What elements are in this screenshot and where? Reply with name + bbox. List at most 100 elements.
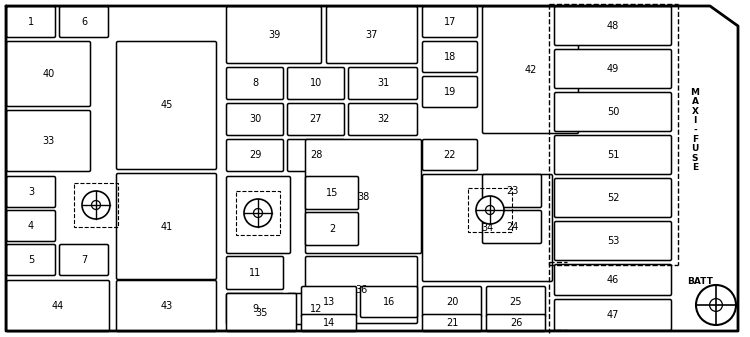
Text: 4: 4 <box>28 221 34 231</box>
Text: 54: 54 <box>252 210 265 220</box>
FancyBboxPatch shape <box>287 294 344 325</box>
Text: 36: 36 <box>356 285 368 295</box>
Text: 15: 15 <box>326 188 338 198</box>
Text: 3: 3 <box>28 187 34 197</box>
FancyBboxPatch shape <box>302 314 356 332</box>
FancyBboxPatch shape <box>287 140 344 172</box>
Circle shape <box>710 299 722 311</box>
Text: BATT: BATT <box>687 277 713 286</box>
Text: 40: 40 <box>42 69 55 79</box>
Text: 12: 12 <box>310 304 322 314</box>
Text: 7: 7 <box>81 255 87 265</box>
Text: 11: 11 <box>249 268 261 278</box>
FancyBboxPatch shape <box>226 177 290 253</box>
Text: 18: 18 <box>444 52 456 62</box>
FancyBboxPatch shape <box>116 280 217 332</box>
Text: 45: 45 <box>160 100 172 111</box>
Text: 20: 20 <box>446 297 458 307</box>
FancyBboxPatch shape <box>305 256 418 324</box>
Text: 26: 26 <box>510 318 522 328</box>
FancyBboxPatch shape <box>422 140 478 171</box>
Text: 31: 31 <box>376 79 389 89</box>
FancyBboxPatch shape <box>7 211 56 242</box>
FancyBboxPatch shape <box>7 41 91 106</box>
Circle shape <box>696 285 736 325</box>
Text: 22: 22 <box>444 150 456 160</box>
Circle shape <box>92 201 100 210</box>
FancyBboxPatch shape <box>554 179 671 217</box>
Text: 1: 1 <box>28 17 34 27</box>
Text: 41: 41 <box>160 221 172 232</box>
Circle shape <box>485 206 494 214</box>
FancyBboxPatch shape <box>554 135 671 175</box>
FancyBboxPatch shape <box>422 286 482 317</box>
FancyBboxPatch shape <box>554 265 671 296</box>
FancyBboxPatch shape <box>422 76 478 108</box>
FancyBboxPatch shape <box>349 67 418 99</box>
FancyBboxPatch shape <box>554 50 671 89</box>
FancyBboxPatch shape <box>226 103 284 135</box>
FancyBboxPatch shape <box>487 314 545 332</box>
Text: 46: 46 <box>607 275 619 285</box>
Text: 14: 14 <box>322 318 335 328</box>
FancyBboxPatch shape <box>326 6 418 63</box>
FancyBboxPatch shape <box>7 280 109 332</box>
FancyBboxPatch shape <box>305 177 358 210</box>
Text: 37: 37 <box>366 30 378 40</box>
FancyBboxPatch shape <box>287 103 344 135</box>
Text: 32: 32 <box>376 115 389 124</box>
FancyBboxPatch shape <box>554 221 671 261</box>
Text: 42: 42 <box>524 65 537 75</box>
Circle shape <box>476 196 504 224</box>
FancyBboxPatch shape <box>287 67 344 99</box>
FancyBboxPatch shape <box>7 111 91 172</box>
FancyBboxPatch shape <box>226 67 284 99</box>
FancyBboxPatch shape <box>361 286 418 317</box>
Text: 27: 27 <box>310 115 322 124</box>
Text: 33: 33 <box>42 136 55 146</box>
Bar <box>468 188 512 232</box>
Circle shape <box>244 199 272 227</box>
FancyBboxPatch shape <box>482 6 578 133</box>
Text: M
A
X
I
-
F
U
S
E: M A X I - F U S E <box>691 88 700 172</box>
Text: 17: 17 <box>444 17 456 27</box>
FancyBboxPatch shape <box>422 314 482 332</box>
FancyBboxPatch shape <box>7 6 56 37</box>
Text: 43: 43 <box>160 301 172 311</box>
Text: 21: 21 <box>446 318 458 328</box>
Bar <box>74 183 118 227</box>
Text: 6: 6 <box>81 17 87 27</box>
FancyBboxPatch shape <box>482 211 542 244</box>
Text: 38: 38 <box>357 191 370 202</box>
Text: 8: 8 <box>252 79 258 89</box>
Text: 52: 52 <box>607 193 619 203</box>
Text: 35: 35 <box>255 307 268 317</box>
FancyBboxPatch shape <box>305 213 358 245</box>
FancyBboxPatch shape <box>59 6 109 37</box>
FancyBboxPatch shape <box>7 245 56 276</box>
FancyBboxPatch shape <box>116 174 217 279</box>
Text: 48: 48 <box>607 21 619 31</box>
Text: 16: 16 <box>382 297 395 307</box>
Text: 29: 29 <box>249 151 261 160</box>
Circle shape <box>254 209 262 217</box>
FancyBboxPatch shape <box>554 6 671 45</box>
Text: 39: 39 <box>268 30 280 40</box>
Text: 50: 50 <box>607 107 619 117</box>
FancyBboxPatch shape <box>226 256 284 289</box>
Text: 2: 2 <box>328 224 335 234</box>
FancyBboxPatch shape <box>226 294 284 325</box>
FancyBboxPatch shape <box>349 103 418 135</box>
FancyBboxPatch shape <box>226 6 322 63</box>
Text: 34: 34 <box>482 223 494 233</box>
FancyBboxPatch shape <box>554 300 671 331</box>
FancyBboxPatch shape <box>59 245 109 276</box>
FancyBboxPatch shape <box>302 286 356 317</box>
FancyBboxPatch shape <box>226 140 284 172</box>
Text: 25: 25 <box>510 297 522 307</box>
Circle shape <box>82 191 110 219</box>
FancyBboxPatch shape <box>305 140 422 253</box>
Text: 51: 51 <box>607 150 619 160</box>
Text: 9: 9 <box>252 304 258 314</box>
FancyBboxPatch shape <box>7 177 56 208</box>
